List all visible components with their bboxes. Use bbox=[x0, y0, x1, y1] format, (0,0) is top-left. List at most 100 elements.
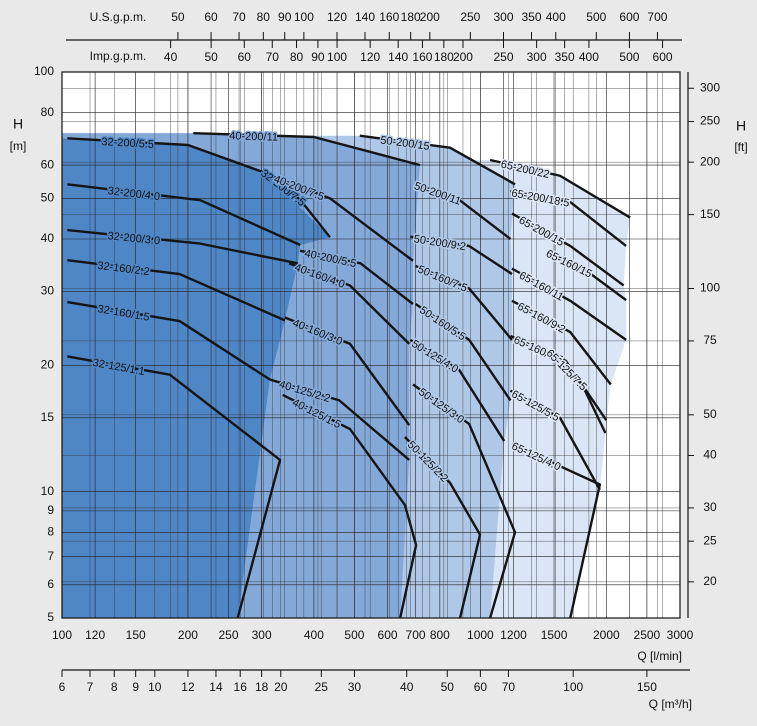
pump-curve bbox=[511, 299, 612, 386]
bottom-axis-label: Q [m³/h] bbox=[649, 697, 692, 711]
x-tick-label: 2500 bbox=[634, 628, 661, 642]
top-tick-label: 60 bbox=[238, 50, 252, 64]
top-tick-label: 120 bbox=[327, 10, 347, 24]
pump-curve bbox=[359, 134, 516, 186]
pump-curve bbox=[299, 249, 414, 305]
top-tick-label: 500 bbox=[586, 10, 606, 24]
x-tick-label: 1200 bbox=[500, 628, 527, 642]
y-tick-label: 5 bbox=[47, 610, 54, 624]
y2-tick-label: 200 bbox=[700, 154, 720, 168]
top-tick-label: 50 bbox=[204, 50, 218, 64]
pump-curve bbox=[264, 171, 331, 238]
top-tick-label: 180 bbox=[401, 10, 421, 24]
top-tick-label: 300 bbox=[527, 50, 547, 64]
top-tick-label: 200 bbox=[420, 10, 440, 24]
y2-tick-label: 50 bbox=[703, 407, 717, 421]
top-tick-label: 160 bbox=[379, 10, 399, 24]
y-tick-label: 100 bbox=[34, 64, 54, 78]
y2-tick-label: 150 bbox=[700, 207, 720, 221]
pump-curve bbox=[404, 436, 482, 619]
x-tick-label: 400 bbox=[304, 628, 324, 642]
pump-curve bbox=[415, 264, 513, 341]
pump-curve bbox=[409, 338, 506, 442]
top-tick-label: 200 bbox=[453, 50, 473, 64]
x-tick-label: 250 bbox=[218, 628, 238, 642]
top-axis-label: Imp.g.p.m. bbox=[90, 49, 147, 63]
y2-tick-label: 20 bbox=[703, 574, 717, 588]
top-tick-label: 80 bbox=[257, 10, 271, 24]
top-tick-label: 50 bbox=[171, 10, 185, 24]
y-tick-label: 7 bbox=[47, 549, 54, 563]
pump-curve bbox=[412, 383, 517, 619]
pump-curve bbox=[410, 235, 513, 276]
x-tick-label: 120 bbox=[85, 628, 105, 642]
y2-tick-label: 40 bbox=[703, 448, 717, 462]
pump-curve bbox=[67, 259, 286, 322]
bottom-tick-label: 14 bbox=[209, 680, 223, 694]
pump-curve bbox=[284, 316, 411, 426]
bottom-tick-label: 40 bbox=[400, 680, 414, 694]
y2-axis-unit: [ft] bbox=[734, 140, 747, 154]
bottom-tick-label: 7 bbox=[87, 680, 94, 694]
y-tick-label: 60 bbox=[41, 157, 55, 171]
top-tick-label: 350 bbox=[521, 10, 541, 24]
top-tick-label: 350 bbox=[555, 50, 575, 64]
bottom-tick-label: 16 bbox=[234, 680, 248, 694]
y2-tick-label: 250 bbox=[700, 114, 720, 128]
y-tick-label: 80 bbox=[41, 105, 55, 119]
bottom-tick-label: 60 bbox=[474, 680, 488, 694]
pump-curve bbox=[67, 228, 298, 265]
pump-curve bbox=[193, 131, 421, 167]
x-tick-label: 700 bbox=[406, 628, 426, 642]
top-tick-label: 400 bbox=[579, 50, 599, 64]
bottom-tick-label: 70 bbox=[502, 680, 516, 694]
bottom-tick-label: 150 bbox=[637, 680, 657, 694]
top-tick-label: 250 bbox=[493, 50, 513, 64]
y-tick-label: 50 bbox=[41, 191, 55, 205]
y-tick-label: 20 bbox=[41, 358, 55, 372]
pump-curve bbox=[288, 262, 411, 345]
x-tick-label: 3000 bbox=[667, 628, 694, 642]
top-tick-label: 90 bbox=[278, 10, 292, 24]
top-tick-label: 100 bbox=[327, 50, 347, 64]
curve-label: 32-200/5.5 bbox=[101, 136, 154, 151]
pump-curve bbox=[510, 190, 627, 247]
y2-tick-label: 300 bbox=[700, 80, 720, 94]
top-tick-label: 60 bbox=[204, 10, 218, 24]
pump-curve bbox=[267, 173, 414, 262]
x-tick-label: 100 bbox=[52, 628, 72, 642]
top-tick-label: 140 bbox=[388, 50, 408, 64]
pump-curve bbox=[415, 183, 512, 240]
top-tick-label: 300 bbox=[493, 10, 513, 24]
top-tick-label: 400 bbox=[546, 10, 566, 24]
top-tick-label: 600 bbox=[619, 10, 639, 24]
pump-curve bbox=[511, 442, 602, 619]
x-tick-label: 1500 bbox=[541, 628, 568, 642]
top-tick-label: 160 bbox=[412, 50, 432, 64]
x-tick-label: 600 bbox=[378, 628, 398, 642]
x-tick-label: 1000 bbox=[467, 628, 494, 642]
top-tick-label: 120 bbox=[360, 50, 380, 64]
top-tick-label: 700 bbox=[647, 10, 667, 24]
bottom-tick-label: 20 bbox=[274, 680, 288, 694]
pump-curve bbox=[509, 334, 608, 421]
pump-curve bbox=[549, 351, 607, 434]
y-tick-label: 10 bbox=[41, 484, 55, 498]
pump-curve bbox=[489, 158, 631, 219]
x-tick-label: 150 bbox=[126, 628, 146, 642]
pump-curve bbox=[511, 267, 627, 341]
top-tick-label: 180 bbox=[434, 50, 454, 64]
pump-curve bbox=[549, 252, 627, 302]
x-tick-label: 200 bbox=[178, 628, 198, 642]
x-tick-label: 500 bbox=[344, 628, 364, 642]
y-tick-label: 6 bbox=[47, 577, 54, 591]
group-area bbox=[62, 138, 330, 618]
y-tick-label: 8 bbox=[47, 525, 54, 539]
pump-curve bbox=[67, 137, 266, 174]
top-tick-label: 40 bbox=[164, 50, 178, 64]
bottom-tick-label: 50 bbox=[441, 680, 455, 694]
bottom-tick-label: 18 bbox=[255, 680, 269, 694]
pump-curve bbox=[67, 355, 282, 619]
top-tick-label: 500 bbox=[619, 50, 639, 64]
